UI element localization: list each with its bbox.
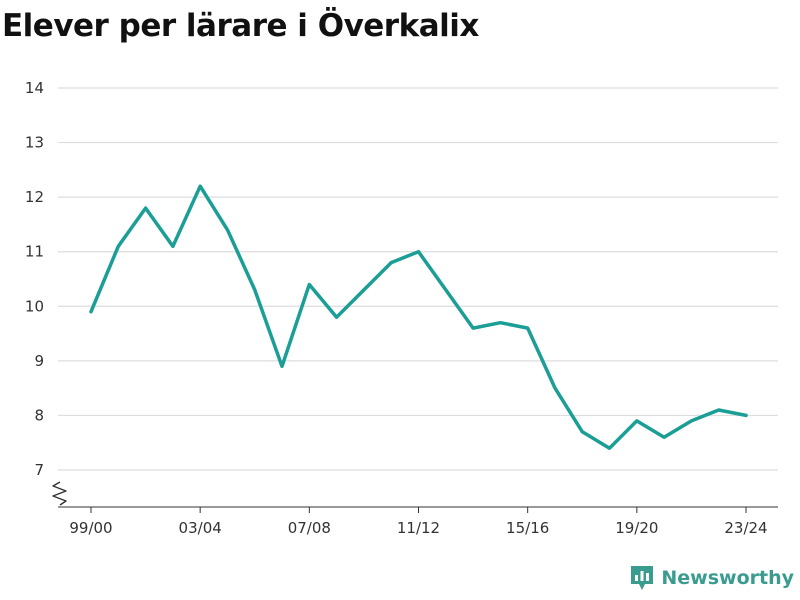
y-tick-label-11: 11 (25, 243, 44, 261)
x-tick-label: 15/16 (506, 519, 549, 537)
series-line-0 (89, 184, 748, 450)
y-tick-label-8: 8 (34, 406, 44, 424)
x-tick-label: 19/20 (615, 519, 658, 537)
x-axis: 99/00 03/04 07/08 11/12 15/16 19/20 23/24 (58, 506, 778, 537)
x-tick-label: 03/04 (179, 519, 222, 537)
brand-logo: Newsworthy (629, 564, 794, 592)
newsworthy-bar-chart-icon (631, 566, 654, 590)
y-tick-label-9: 9 (34, 352, 44, 370)
brand-name: Newsworthy (661, 567, 794, 589)
y-axis-tick-labels: 7 8 9 10 11 12 13 14 (25, 79, 44, 479)
y-tick-label-12: 12 (25, 188, 44, 206)
x-tick-label: 07/08 (288, 519, 331, 537)
y-tick-label-13: 13 (25, 134, 44, 152)
grid-lines (58, 87, 778, 471)
chart-title: Elever per lärare i Överkalix (2, 8, 479, 44)
x-tick-label: 99/00 (69, 519, 112, 537)
y-tick-label-14: 14 (25, 79, 44, 97)
x-tick-label: 23/24 (724, 519, 767, 537)
axis-break-icon (52, 481, 67, 506)
x-tick-label: 11/12 (397, 519, 440, 537)
series-layer (89, 184, 748, 450)
y-tick-label-10: 10 (25, 297, 44, 315)
axis-break-zigzag (52, 481, 67, 506)
y-tick-label-7: 7 (34, 461, 44, 479)
